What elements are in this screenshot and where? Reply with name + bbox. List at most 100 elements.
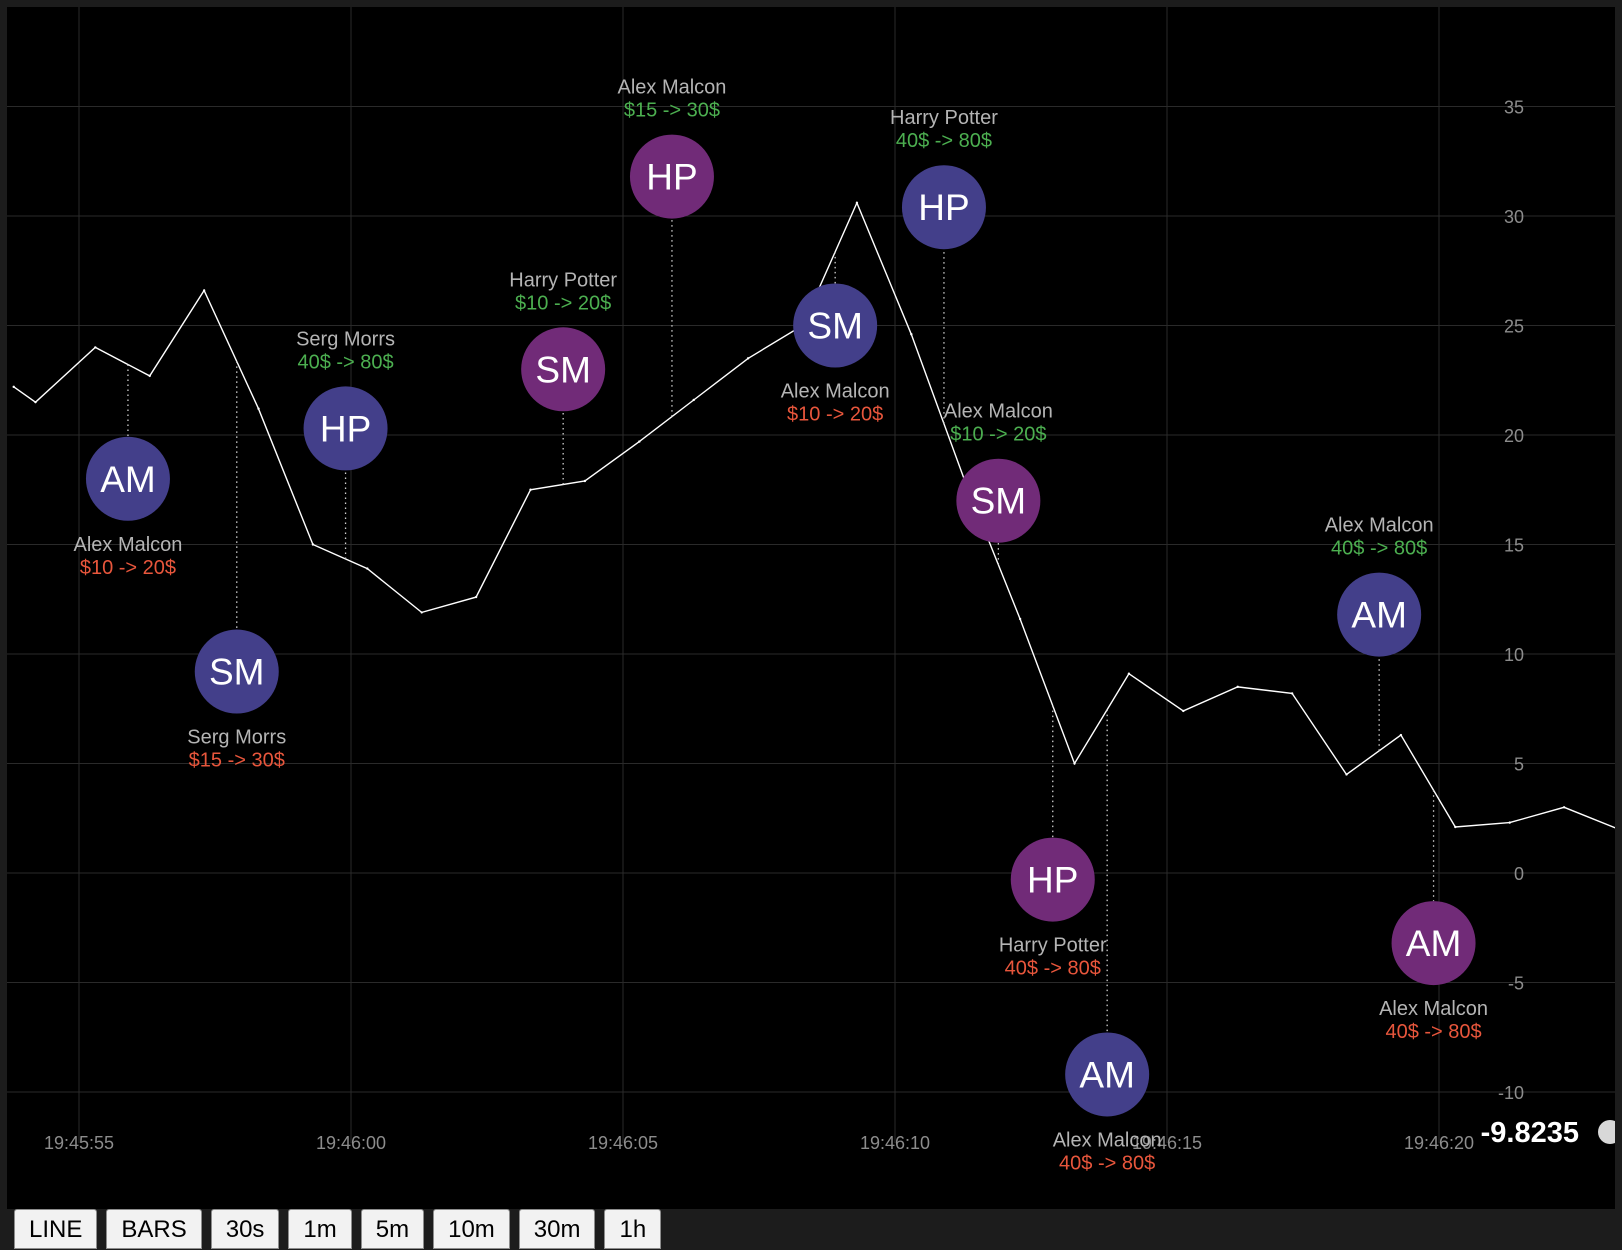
trader-name: Alex Malcon — [1053, 1129, 1162, 1151]
trader-avatar[interactable] — [1391, 901, 1476, 986]
price-point — [420, 611, 423, 614]
trade-amount: 40$ -> 80$ — [1005, 958, 1101, 980]
trader-avatar[interactable] — [303, 386, 388, 471]
chart-area[interactable]: 35 30 25 20 15 10 5 0 -5 -10 19:45:55 19:46:00 19:4… — [7, 7, 1615, 1209]
timeframe-5m-button[interactable]: 5m — [360, 1209, 425, 1249]
timeframe-1h-button[interactable]: 1h — [604, 1209, 662, 1249]
price-point — [1073, 762, 1076, 765]
trader-initials: SM — [971, 481, 1027, 522]
trader-initials: AM — [1079, 1054, 1135, 1095]
x-tick-label: 19:46:20 — [1404, 1133, 1474, 1153]
price-point — [366, 567, 369, 570]
trader-initials: AM — [1351, 595, 1407, 636]
trader-avatar[interactable] — [901, 165, 986, 250]
trader-initials: SM — [535, 349, 591, 390]
price-point — [1290, 692, 1294, 695]
price-point — [1345, 773, 1348, 776]
price-point — [311, 543, 315, 546]
trade-amount: $10 -> 20$ — [515, 292, 611, 314]
price-point — [583, 479, 587, 483]
timeframe-1m-button[interactable]: 1m — [288, 1209, 352, 1249]
trader-avatar[interactable] — [956, 458, 1041, 543]
trader-avatar[interactable] — [629, 134, 714, 219]
trader-name: Serg Morrs — [187, 727, 286, 749]
timeframe-10m-button[interactable]: 10m — [433, 1209, 510, 1249]
current-price-label: -9.8235 — [1480, 1117, 1579, 1149]
x-tick-label: 19:46:00 — [316, 1133, 386, 1153]
trade-marker[interactable]: HP Alex Malcon$15 -> 30$ — [617, 77, 726, 417]
price-point — [1454, 825, 1457, 829]
x-tick-label: 19:45:55 — [44, 1133, 114, 1153]
price-point — [12, 385, 15, 389]
trader-initials: HP — [918, 187, 969, 228]
y-tick-label: -10 — [1498, 1083, 1524, 1103]
trader-name: Alex Malcon — [73, 534, 182, 556]
trader-name: Alex Malcon — [1325, 515, 1434, 537]
trade-amount: $10 -> 20$ — [80, 557, 176, 579]
trade-amount: 40$ -> 80$ — [297, 351, 393, 373]
trader-initials: SM — [807, 306, 863, 347]
bars-mode-button[interactable]: BARS — [106, 1209, 202, 1249]
trader-avatar[interactable] — [1065, 1032, 1150, 1117]
y-tick-label: 5 — [1514, 755, 1524, 775]
price-point — [1508, 821, 1511, 824]
trader-avatar[interactable] — [521, 327, 606, 412]
trade-amount: $10 -> 20$ — [787, 404, 883, 426]
price-point — [529, 488, 532, 491]
x-tick-label: 19:46:10 — [860, 1133, 930, 1153]
trader-initials: AM — [1406, 923, 1462, 964]
price-chart[interactable]: 35 30 25 20 15 10 5 0 -5 -10 19:45:55 19:46:00 19:4… — [7, 7, 1615, 1209]
price-point — [1562, 806, 1566, 809]
trade-amount: 40$ -> 80$ — [1331, 538, 1427, 560]
trader-initials: HP — [320, 408, 371, 449]
trade-amount: 40$ -> 80$ — [1059, 1152, 1155, 1174]
trade-amount: 40$ -> 80$ — [1385, 1021, 1481, 1043]
trader-initials: HP — [646, 157, 697, 198]
trader-name: Harry Potter — [999, 935, 1107, 957]
timeframe-30s-button[interactable]: 30s — [210, 1209, 280, 1249]
live-price-dot — [1598, 1120, 1615, 1144]
price-point — [855, 201, 859, 205]
trader-avatar[interactable] — [194, 629, 279, 714]
trade-amount: $10 -> 20$ — [950, 424, 1046, 446]
trade-amount: $15 -> 30$ — [189, 750, 285, 772]
timeframe-30m-button[interactable]: 30m — [518, 1209, 596, 1249]
trade-marker[interactable]: AM Alex Malcon$10 -> 20$ — [73, 364, 182, 579]
price-point — [34, 400, 37, 404]
trader-avatar[interactable] — [1337, 572, 1422, 657]
price-point — [1182, 709, 1185, 713]
price-point — [746, 357, 750, 360]
price-point — [1236, 685, 1239, 689]
price-point — [202, 289, 206, 292]
trade-marker[interactable]: SM Serg Morrs$15 -> 30$ — [187, 361, 286, 772]
price-point — [638, 440, 641, 443]
price-point — [1018, 617, 1022, 621]
trader-name: Alex Malcon — [944, 401, 1053, 423]
price-point — [1399, 733, 1403, 737]
line-mode-button[interactable]: LINE — [14, 1209, 98, 1249]
trader-name: Harry Potter — [890, 107, 998, 129]
trade-marker[interactable]: SM Alex Malcon$10 -> 20$ — [944, 401, 1053, 565]
trade-marker[interactable]: SM Harry Potter$10 -> 20$ — [509, 269, 617, 485]
trader-avatar[interactable] — [1010, 837, 1095, 922]
trade-marker[interactable]: SM Alex Malcon$10 -> 20$ — [781, 251, 890, 426]
trader-avatar[interactable] — [85, 436, 170, 521]
trader-avatar[interactable] — [793, 283, 878, 368]
trader-initials: HP — [1027, 860, 1078, 901]
x-tick-label: 19:46:15 — [1132, 1133, 1202, 1153]
y-tick-label: 15 — [1504, 536, 1524, 556]
y-tick-label: 30 — [1504, 207, 1524, 227]
price-point — [148, 374, 151, 378]
trader-name: Serg Morrs — [296, 328, 395, 350]
timeframe-toolbar: LINE BARS 30s 1m 5m 10m 30m 1h — [14, 1209, 662, 1249]
trader-name: Harry Potter — [509, 269, 617, 291]
price-point — [1127, 672, 1131, 675]
price-point — [257, 407, 260, 410]
trader-name: Alex Malcon — [1379, 998, 1488, 1020]
